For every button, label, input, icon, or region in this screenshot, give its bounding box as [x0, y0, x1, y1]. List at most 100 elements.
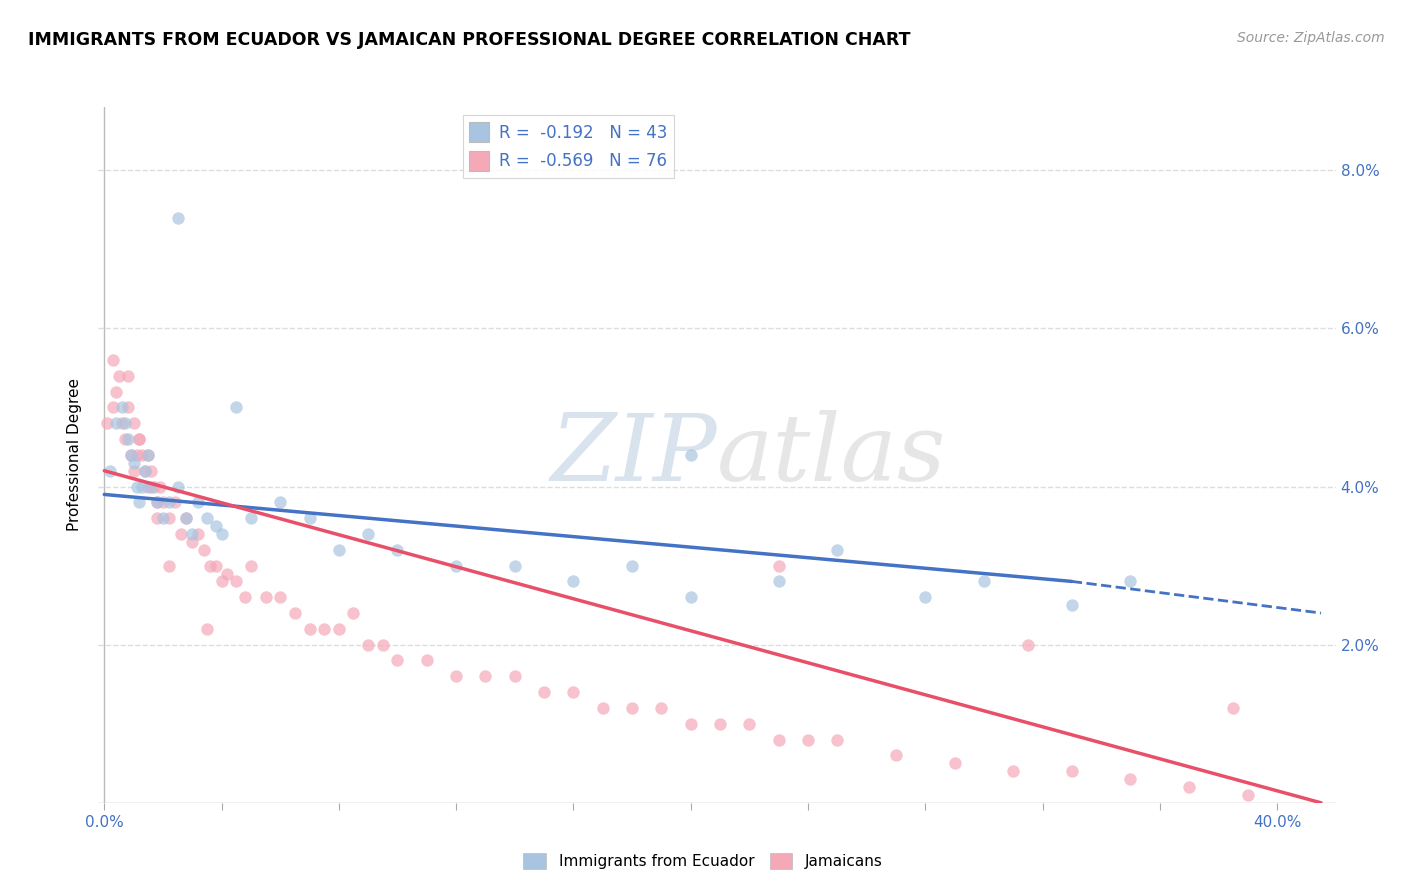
Point [254, 591, 277, 605]
Point [198, 558, 221, 573]
Point [117, 401, 139, 415]
Point [387, 542, 409, 557]
Point [108, 368, 131, 383]
Point [134, 464, 156, 478]
Point [125, 448, 148, 462]
Point [176, 511, 198, 525]
Point [679, 448, 702, 462]
Point [176, 511, 198, 525]
Point [371, 638, 394, 652]
Point [122, 456, 145, 470]
Point [768, 574, 790, 589]
Point [474, 669, 496, 683]
Point [117, 368, 139, 383]
Point [101, 353, 124, 368]
Text: atlas: atlas [717, 410, 946, 500]
Point [105, 384, 128, 399]
Point [141, 464, 163, 478]
Point [679, 716, 702, 731]
Point [825, 732, 848, 747]
Point [157, 495, 180, 509]
Point [973, 574, 995, 589]
Point [738, 716, 761, 731]
Point [195, 622, 218, 636]
Point [562, 685, 585, 699]
Point [136, 448, 159, 462]
Point [1119, 574, 1142, 589]
Point [157, 511, 180, 525]
Point [114, 432, 136, 446]
Point [101, 401, 124, 415]
Point [1236, 788, 1258, 802]
Point [143, 479, 166, 493]
Point [98, 464, 121, 478]
Point [193, 542, 215, 557]
Point [128, 432, 150, 446]
Text: Source: ZipAtlas.com: Source: ZipAtlas.com [1237, 31, 1385, 45]
Point [1119, 772, 1142, 786]
Point [943, 756, 966, 771]
Point [239, 558, 262, 573]
Point [152, 511, 174, 525]
Point [284, 606, 307, 620]
Point [1017, 638, 1039, 652]
Point [181, 534, 204, 549]
Point [141, 479, 163, 493]
Point [768, 558, 790, 573]
Point [105, 417, 128, 431]
Point [217, 566, 239, 581]
Point [166, 479, 188, 493]
Point [768, 732, 790, 747]
Point [1002, 764, 1025, 779]
Point [1060, 764, 1083, 779]
Point [111, 401, 134, 415]
Point [314, 622, 336, 636]
Point [621, 701, 644, 715]
Point [1222, 701, 1244, 715]
Point [131, 448, 153, 462]
Point [562, 574, 585, 589]
Point [298, 622, 321, 636]
Point [884, 748, 907, 763]
Point [163, 495, 186, 509]
Legend: R =  -0.192   N = 43, R =  -0.569   N = 76: R = -0.192 N = 43, R = -0.569 N = 76 [463, 115, 675, 178]
Point [211, 527, 233, 541]
Point [117, 432, 139, 446]
Point [114, 417, 136, 431]
Point [269, 591, 291, 605]
Point [187, 527, 209, 541]
Point [357, 638, 380, 652]
Point [225, 574, 247, 589]
Point [592, 701, 614, 715]
Point [136, 448, 159, 462]
Point [416, 653, 439, 667]
Point [444, 558, 467, 573]
Y-axis label: Professional Degree: Professional Degree [67, 378, 83, 532]
Point [914, 591, 936, 605]
Point [125, 479, 148, 493]
Point [120, 448, 142, 462]
Point [166, 211, 188, 225]
Point [152, 495, 174, 509]
Point [650, 701, 672, 715]
Point [233, 591, 256, 605]
Point [149, 479, 172, 493]
Point [181, 527, 204, 541]
Point [96, 417, 118, 431]
Point [204, 519, 226, 533]
Point [357, 527, 380, 541]
Point [169, 527, 191, 541]
Text: IMMIGRANTS FROM ECUADOR VS JAMAICAN PROFESSIONAL DEGREE CORRELATION CHART: IMMIGRANTS FROM ECUADOR VS JAMAICAN PROF… [28, 31, 911, 49]
Point [131, 479, 153, 493]
Point [120, 448, 142, 462]
Point [128, 432, 150, 446]
Point [204, 558, 226, 573]
Point [679, 591, 702, 605]
Point [503, 669, 526, 683]
Point [503, 558, 526, 573]
Point [621, 558, 644, 573]
Point [797, 732, 820, 747]
Point [825, 542, 848, 557]
Point [146, 495, 169, 509]
Point [444, 669, 467, 683]
